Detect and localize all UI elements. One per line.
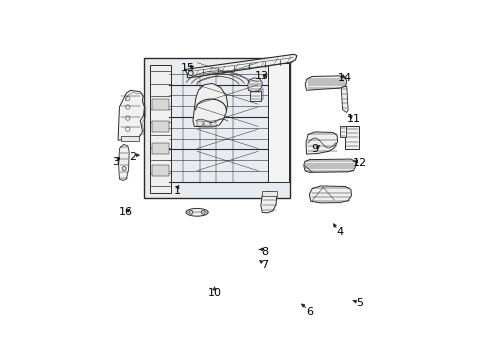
Polygon shape [341, 86, 348, 112]
Polygon shape [306, 132, 338, 154]
Text: 7: 7 [261, 260, 268, 270]
Bar [121, 136, 139, 141]
Text: 4: 4 [336, 227, 343, 237]
Ellipse shape [186, 208, 208, 216]
Text: 9: 9 [311, 144, 318, 154]
Polygon shape [118, 90, 145, 141]
Polygon shape [304, 159, 356, 172]
Bar [250, 91, 261, 100]
Text: 5: 5 [356, 298, 363, 308]
Bar [145, 58, 290, 198]
Text: 10: 10 [208, 288, 221, 298]
Bar [152, 143, 169, 154]
Bar [152, 165, 169, 176]
Polygon shape [193, 84, 227, 127]
Bar [268, 63, 289, 182]
Polygon shape [305, 76, 347, 90]
Bar [211, 121, 217, 126]
Bar [204, 121, 210, 126]
Text: 16: 16 [119, 207, 133, 217]
Bar [152, 121, 169, 132]
Bar [150, 66, 171, 193]
Polygon shape [248, 78, 262, 91]
Text: 2: 2 [129, 152, 136, 162]
Bar [262, 191, 277, 195]
Text: 3: 3 [112, 157, 120, 167]
Text: 6: 6 [306, 306, 314, 316]
Polygon shape [309, 186, 351, 203]
Circle shape [188, 71, 193, 76]
Circle shape [201, 210, 205, 214]
Bar [152, 99, 169, 110]
Text: 12: 12 [353, 158, 367, 168]
Polygon shape [119, 144, 129, 180]
Bar [197, 121, 203, 126]
Text: 8: 8 [261, 247, 268, 257]
Bar [345, 126, 359, 149]
Text: 14: 14 [338, 73, 352, 83]
Circle shape [189, 210, 193, 214]
Text: 15: 15 [180, 63, 195, 73]
Text: 1: 1 [174, 186, 181, 196]
Text: 13: 13 [255, 72, 269, 81]
Polygon shape [185, 54, 297, 78]
Polygon shape [261, 192, 277, 213]
Text: 11: 11 [347, 114, 361, 123]
Bar [340, 126, 346, 138]
